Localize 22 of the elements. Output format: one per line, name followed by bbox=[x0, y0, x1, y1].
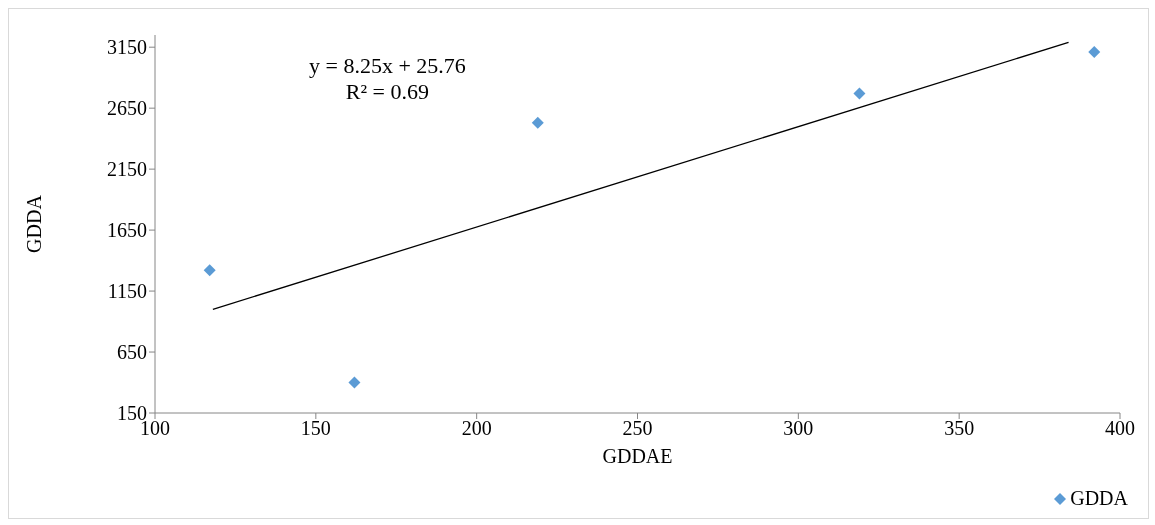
point bbox=[1088, 46, 1101, 59]
point bbox=[203, 264, 216, 277]
y-tick-label: 2150 bbox=[107, 158, 147, 181]
y-axis-title: GDDA bbox=[23, 194, 46, 253]
y-tick-label: 1150 bbox=[107, 280, 147, 303]
x-tick-label: 150 bbox=[300, 417, 331, 440]
x-tick-label: 200 bbox=[461, 417, 492, 440]
y-tick-label: 650 bbox=[117, 341, 147, 364]
annotation: R² = 0.69 bbox=[344, 79, 430, 105]
x-axis-title: GDDAE bbox=[602, 445, 673, 467]
y-tick-label: 1650 bbox=[107, 219, 147, 242]
x-tick-label: 250 bbox=[622, 417, 653, 440]
x-tick-label: 300 bbox=[783, 417, 814, 440]
legend-label: GDDA bbox=[1070, 487, 1128, 510]
y-tick-label: 2650 bbox=[107, 97, 147, 120]
annotation: y = 8.25x + 25.76 bbox=[309, 53, 466, 79]
x-tick-label: 350 bbox=[944, 417, 975, 440]
point bbox=[853, 87, 866, 100]
point bbox=[531, 116, 544, 129]
point bbox=[348, 376, 361, 389]
y-tick-label: 3150 bbox=[107, 36, 147, 59]
x-tick-label: 400 bbox=[1105, 417, 1135, 440]
